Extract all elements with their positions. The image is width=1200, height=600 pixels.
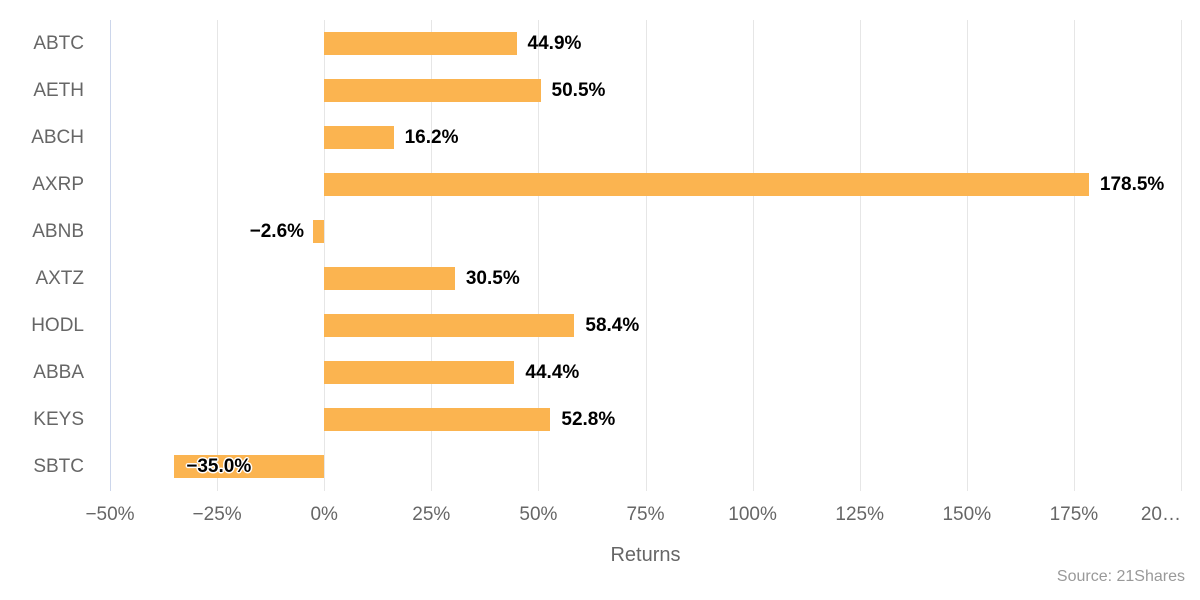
value-label-abtc: 44.9% xyxy=(527,32,582,54)
y-category-label-keys: KEYS xyxy=(33,408,84,430)
y-category-label-sbtc: SBTC xyxy=(33,455,84,477)
y-category-label-aeth: AETH xyxy=(33,79,84,101)
y-category-label-abnb: ABNB xyxy=(32,220,84,242)
value-label-axrp: 178.5% xyxy=(1099,173,1165,195)
value-label-axtz: 30.5% xyxy=(465,267,520,289)
y-category-label-axrp: AXRP xyxy=(32,173,84,195)
gridline xyxy=(645,20,647,491)
bar-axrp[interactable] xyxy=(324,173,1089,196)
bar-axtz[interactable] xyxy=(324,267,455,290)
bar-abch[interactable] xyxy=(324,126,394,149)
bar-sbtc[interactable] xyxy=(174,455,325,478)
category-axis-line xyxy=(110,20,111,491)
gridline xyxy=(859,20,861,491)
bar-abtc[interactable] xyxy=(324,32,517,55)
gridline xyxy=(538,20,540,491)
x-tick-label: 20… xyxy=(1140,504,1181,525)
bar-abba[interactable] xyxy=(324,361,515,384)
x-tick-label: 75% xyxy=(626,504,665,525)
gridline xyxy=(752,20,754,491)
gridline xyxy=(1073,20,1075,491)
y-category-label-abch: ABCH xyxy=(31,126,84,148)
bar-keys[interactable] xyxy=(324,408,551,431)
value-label-abba: 44.4% xyxy=(525,361,580,383)
gridline xyxy=(966,20,968,491)
value-label-hodl: 58.4% xyxy=(585,314,640,336)
y-category-label-abtc: ABTC xyxy=(33,32,84,54)
gridline xyxy=(217,20,219,491)
gridline xyxy=(324,20,326,491)
x-tick-label: 25% xyxy=(412,504,451,525)
y-category-label-hodl: HODL xyxy=(31,314,84,336)
source-credit: Source: 21Shares xyxy=(1056,568,1185,585)
bar-abnb[interactable] xyxy=(313,220,325,243)
value-label-sbtc: −35.0% xyxy=(186,455,252,477)
value-label-aeth: 50.5% xyxy=(551,79,606,101)
value-label-keys: 52.8% xyxy=(561,408,616,430)
x-tick-label: 150% xyxy=(942,504,992,525)
gridline xyxy=(431,20,433,491)
x-tick-label: 50% xyxy=(519,504,558,525)
bar-hodl[interactable] xyxy=(324,314,575,337)
gridline xyxy=(1181,20,1182,491)
y-category-label-axtz: AXTZ xyxy=(35,267,84,289)
x-tick-label: 100% xyxy=(728,504,777,525)
x-tick-label: −25% xyxy=(192,504,242,525)
x-tick-label: 175% xyxy=(1049,504,1099,525)
value-label-abch: 16.2% xyxy=(404,126,459,148)
x-tick-label: −50% xyxy=(85,504,135,525)
y-category-label-abba: ABBA xyxy=(33,361,84,383)
bar-aeth[interactable] xyxy=(324,79,541,102)
x-tick-label: 0% xyxy=(310,504,338,525)
value-label-abnb: −2.6% xyxy=(249,220,305,242)
x-axis-title: Returns xyxy=(610,544,681,566)
x-tick-label: 125% xyxy=(835,504,884,525)
